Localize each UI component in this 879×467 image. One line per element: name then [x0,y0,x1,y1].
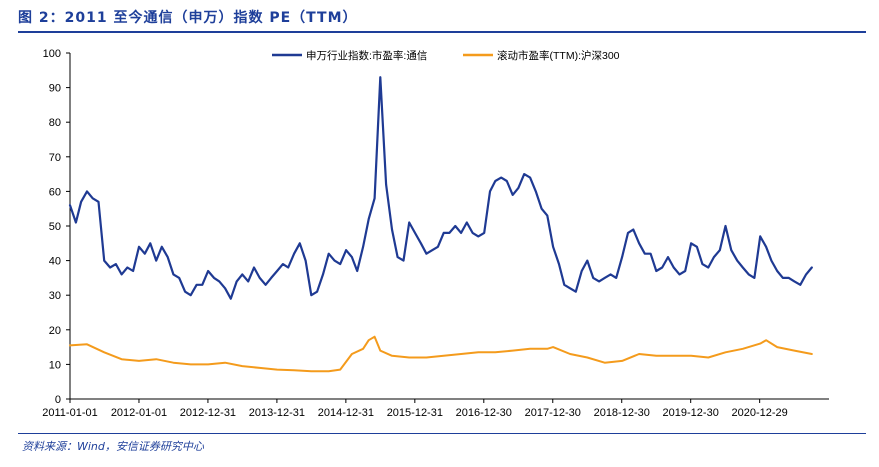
figure-title: 图 2：2011 至今通信（申万）指数 PE（TTM） [18,10,358,26]
x-tick-label: 2012-12-31 [180,407,236,419]
x-tick-labels: 2011-01-01 2012-01-01 2012-12-31 2013-12-31… [42,399,788,419]
legend-label-series-2: 滚动市盈率(TTM):沪深300 [497,49,620,62]
x-tick-label: 2014-12-31 [318,407,374,419]
source-note: 资料来源：Wind，安信证券研究中心 [22,440,204,453]
x-tick-label: 2012-01-01 [111,407,167,419]
x-tick-label: 2019-12-30 [663,407,719,419]
x-tick-label: 2015-12-31 [387,407,443,419]
x-tick-label: 2011-01-01 [42,407,97,419]
y-tick-label: 20 [49,325,61,337]
y-tick-label: 40 [49,256,61,268]
y-tick-labels: 0 10 20 30 40 50 60 70 80 90 100 [43,48,70,406]
y-tick-label: 70 [49,152,61,164]
chart-legend: 申万行业指数:市盈率:通信 滚动市盈率(TTM):沪深300 [272,49,620,62]
x-tick-label: 2020-12-29 [732,407,788,419]
y-tick-label: 80 [49,117,61,129]
y-axis: 0 10 20 30 40 50 60 70 80 90 100 [43,48,71,406]
x-tick-label: 2013-12-31 [249,407,305,419]
y-tick-label: 10 [49,359,61,371]
legend-item-series-2: 滚动市盈率(TTM):沪深300 [463,49,620,62]
plot-area [68,76,813,373]
x-axis: 2011-01-01 2012-01-01 2012-12-31 2013-12-31… [42,398,829,419]
series-line-2 [69,335,813,373]
y-tick-label: 100 [43,48,61,60]
source-rule [18,433,866,434]
y-tick-label: 60 [49,186,61,198]
y-tick-label: 50 [49,221,61,233]
title-rule [18,31,866,33]
x-tick-label: 2017-12-30 [525,407,581,419]
legend-item-series-1: 申万行业指数:市盈率:通信 [272,49,427,62]
x-tick-label: 2018-12-30 [594,407,650,419]
series-line-1 [68,76,813,300]
y-tick-label: 30 [49,290,61,302]
legend-label-series-1: 申万行业指数:市盈率:通信 [306,49,427,62]
y-tick-label: 90 [49,83,61,95]
x-tick-label: 2016-12-30 [456,407,512,419]
y-tick-label: 0 [55,394,61,406]
